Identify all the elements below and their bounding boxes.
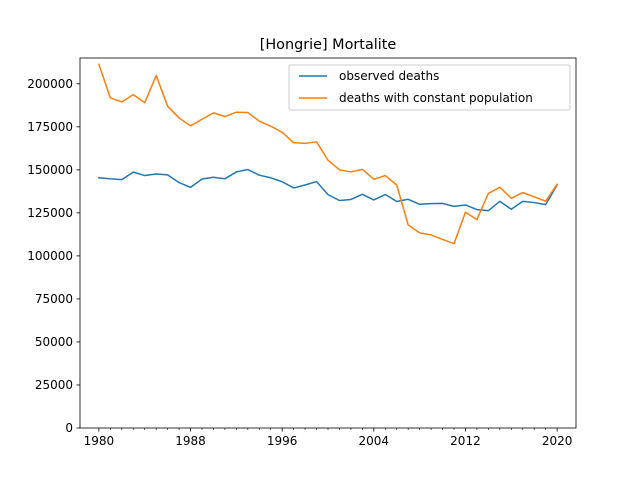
x-tick-label: 2020 xyxy=(542,434,573,448)
y-tick-label: 25000 xyxy=(35,378,73,392)
legend-box xyxy=(288,64,571,111)
legend-label-observed-deaths: observed deaths xyxy=(339,69,439,83)
plot-area xyxy=(79,57,577,429)
y-tick-label: 200000 xyxy=(27,77,73,91)
y-tick-label: 75000 xyxy=(35,292,73,306)
x-tick-label: 1988 xyxy=(175,434,206,448)
x-axis: 1980 1988 1996 2004 2012 2020 xyxy=(84,428,573,448)
x-tick-label: 1980 xyxy=(84,434,115,448)
y-tick-label: 150000 xyxy=(27,163,73,177)
y-tick-label: 0 xyxy=(65,421,73,435)
chart-title: [Hongrie] Mortalite xyxy=(260,37,397,53)
y-axis: 0 25000 50000 75000 100000 125000 150000 175000… xyxy=(27,77,80,435)
x-tick-label: 1996 xyxy=(267,434,298,448)
y-tick-label: 100000 xyxy=(27,249,73,263)
series-layer xyxy=(97,63,559,245)
legend-label-constant-population: deaths with constant population xyxy=(339,91,533,105)
y-tick-label: 125000 xyxy=(27,206,73,220)
axes-background xyxy=(80,58,576,428)
series-line-constant-population xyxy=(97,63,559,245)
legend: observed deaths deaths with constant pop… xyxy=(288,64,571,111)
x-tick-label: 2004 xyxy=(359,434,390,448)
y-tick-label: 175000 xyxy=(27,120,73,134)
x-tick-label: 2012 xyxy=(450,434,481,448)
y-tick-label: 50000 xyxy=(35,335,73,349)
